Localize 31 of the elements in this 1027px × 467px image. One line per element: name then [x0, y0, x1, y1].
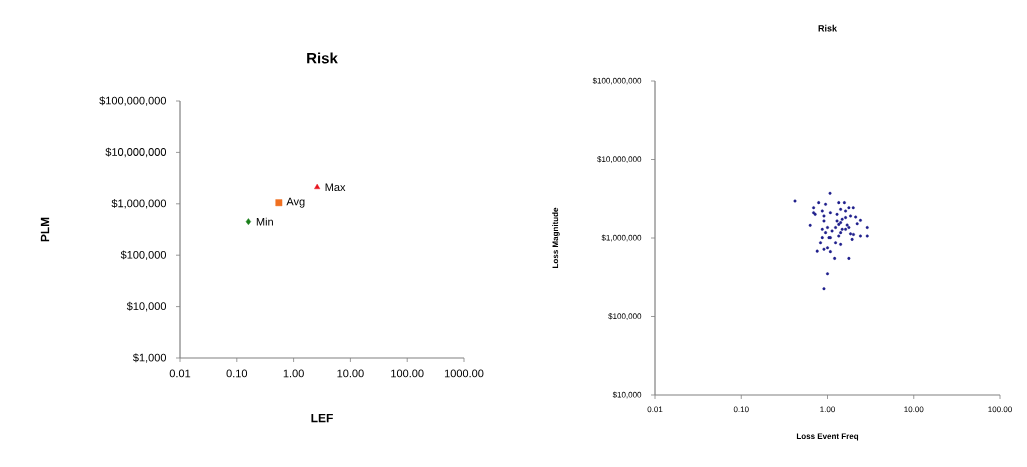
chart-title: Risk [307, 52, 338, 64]
y-axis-title: PLM [40, 217, 50, 242]
y-tick-label: $100,000 [120, 250, 167, 260]
x-tick-label: 100.00 [391, 369, 424, 378]
x-tick-label: 0.01 [169, 369, 191, 378]
x-tick-label: 1000.00 [444, 369, 484, 378]
y-tick-label: $100,000,000 [99, 96, 167, 106]
y-tick-label: $1,000 [132, 353, 167, 363]
x-tick-label: 10.00 [904, 406, 924, 413]
series-label: Min [256, 217, 273, 226]
y-tick-label: $100,000 [608, 313, 642, 320]
y-tick-label: $100,000,000 [592, 77, 642, 85]
x-tick-label: 1.00 [820, 406, 835, 413]
series-label: Avg [286, 197, 305, 208]
series-label: Max [325, 183, 346, 192]
x-axis-title: Loss Event Freq [796, 433, 859, 441]
y-tick-label: $10,000 [612, 391, 642, 399]
x-tick-label: 1.00 [283, 369, 304, 378]
y-tick-label: $1,000,000 [601, 234, 642, 242]
x-axis-title: LEF [311, 413, 333, 423]
x-tick-label: 0.01 [647, 406, 663, 413]
y-axis-title: Loss Magnitude [552, 207, 560, 268]
y-tick-label: $10,000,000 [597, 156, 642, 163]
y-tick-label: $10,000 [126, 301, 167, 312]
x-tick-label: 10.00 [337, 369, 364, 378]
chart-title: Risk [818, 24, 838, 32]
y-tick-label: $10,000,000 [105, 147, 167, 158]
y-tick-label: $1,000,000 [111, 199, 167, 209]
x-tick-label: 0.10 [733, 406, 749, 413]
x-tick-label: 0.10 [226, 369, 248, 378]
x-tick-label: 100.00 [988, 406, 1012, 413]
